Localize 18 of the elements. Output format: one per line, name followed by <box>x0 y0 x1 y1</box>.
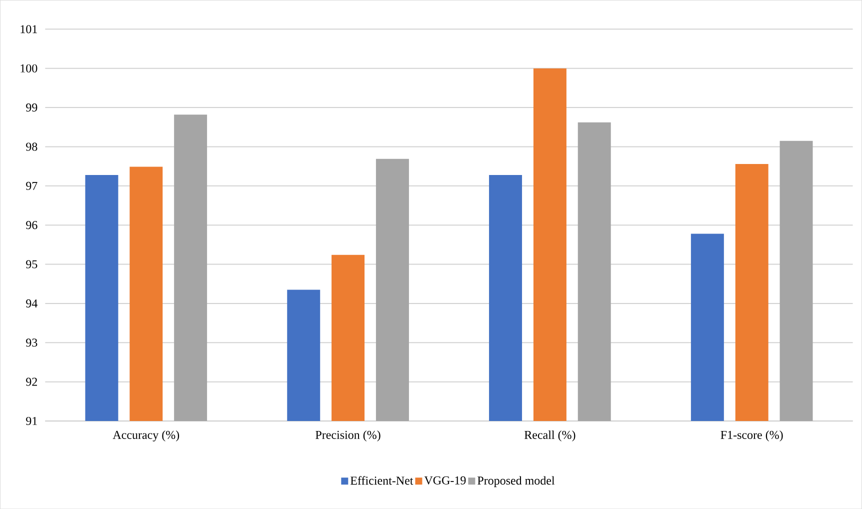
y-tick-label: 98 <box>26 142 38 151</box>
x-tick-label: Precision (%) <box>316 430 380 442</box>
y-tick-label: 96 <box>26 220 38 230</box>
y-tick-label: 94 <box>26 299 38 308</box>
y-tick-label: 95 <box>26 260 38 268</box>
y-tick-label: 101 <box>20 25 37 34</box>
x-tick-label: Recall (%) <box>524 430 576 442</box>
y-tick-label: 91 <box>26 416 37 425</box>
y-tick-label: 93 <box>26 338 38 347</box>
y-tick-label: 92 <box>26 378 37 386</box>
legend-label: VGG-19 <box>424 476 466 484</box>
y-tick-label: 100 <box>20 64 38 72</box>
y-tick-label: 97 <box>26 182 38 190</box>
legend-label: Proposed model <box>478 476 555 487</box>
y-tick-label: 99 <box>26 103 38 112</box>
x-tick-label: Accuracy (%) <box>112 430 180 442</box>
legend-label: Efficient-Net <box>350 476 414 485</box>
x-tick-label: F1-score (%) <box>720 430 783 442</box>
